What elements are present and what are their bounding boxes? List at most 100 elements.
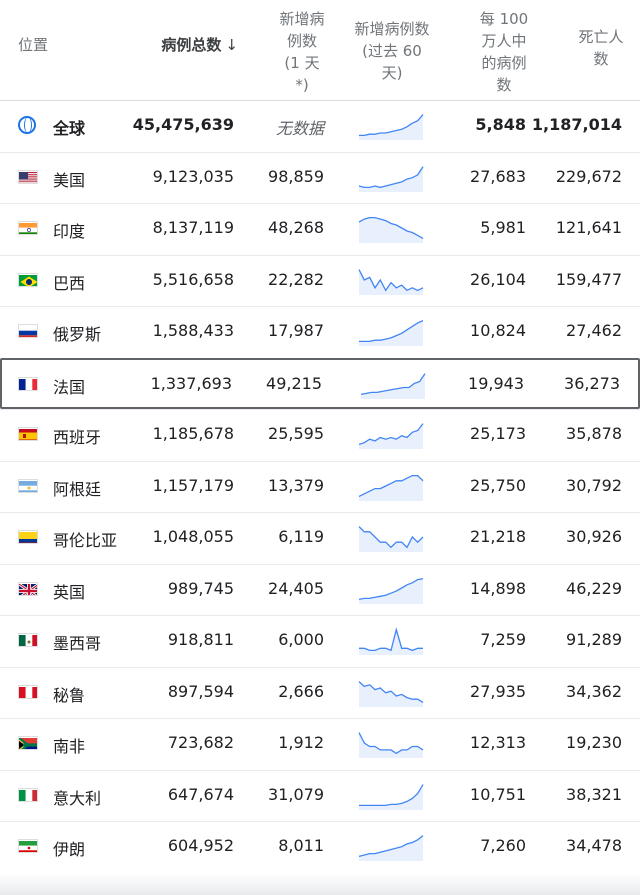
per-million-cell: 21,218 xyxy=(470,527,526,546)
italy-flag-icon xyxy=(18,787,38,802)
header-line: 数 xyxy=(496,76,512,94)
new-cases-column-header[interactable]: 新增病 例数 (1 天 *) xyxy=(274,8,330,96)
russia-flag-icon xyxy=(18,324,38,338)
header-line: 天) xyxy=(381,64,403,82)
deaths-cell: 159,477 xyxy=(555,269,622,289)
deaths-cell: 35,878 xyxy=(566,424,622,443)
deaths-cell: 34,478 xyxy=(566,836,622,855)
location-name: 全球 xyxy=(53,119,86,138)
total-cases-cell: 1,588,433 xyxy=(152,321,234,340)
location-name: 秘鲁 xyxy=(53,685,86,705)
us-flag-icon xyxy=(18,169,38,184)
new-cases-cell: 31,079 xyxy=(268,784,324,804)
table-row[interactable]: 巴西 5,516,658 22,282 26,104 159,477 xyxy=(0,254,640,306)
uk-flag-icon xyxy=(18,581,38,596)
mexico-flag-icon xyxy=(18,633,38,647)
total-cases-cell: 1,157,179 xyxy=(152,475,234,495)
sparkline-line xyxy=(358,474,424,497)
total-cases-cell: 8,137,119 xyxy=(152,218,234,237)
deaths-cell: 229,672 xyxy=(555,166,622,186)
per-million-cell: 12,313 xyxy=(470,733,526,752)
new-cases-cell: 无数据 xyxy=(275,119,324,138)
trend-sparkline xyxy=(360,372,426,399)
sparkline-area xyxy=(361,373,425,399)
total-cases-column-header[interactable]: 病例总数 ↓ xyxy=(130,34,238,56)
deaths-cell: 27,462 xyxy=(566,321,622,340)
total-cases-cell: 45,475,639 xyxy=(132,115,234,134)
sparkline-line xyxy=(359,783,424,806)
per-million-cell: 7,259 xyxy=(480,630,526,649)
sparkline-area xyxy=(359,217,423,243)
table-row[interactable]: 秘鲁 897,594 2,666 27,935 34,362 xyxy=(0,666,640,718)
sparkline-area xyxy=(359,732,423,758)
new-cases-cell: 8,011 xyxy=(278,836,324,855)
sparkline-line xyxy=(358,268,424,292)
deaths-cell: 36,273 xyxy=(564,373,620,393)
table-row[interactable]: 印度 8,137,119 48,268 5,981 121,641 xyxy=(0,203,640,254)
sparkline-line xyxy=(358,835,424,858)
trend-sparkline xyxy=(358,216,424,243)
sparkline-area xyxy=(359,681,423,707)
table-row[interactable]: 法国 1,337,693 49,215 19,943 36,273 xyxy=(0,357,640,409)
total-cases-cell: 9,123,035 xyxy=(152,166,234,186)
deaths-cell: 19,230 xyxy=(566,733,622,752)
total-cases-cell: 1,185,678 xyxy=(152,424,234,443)
table-row[interactable]: 墨西哥 918,811 6,000 7,259 91,289 xyxy=(0,615,640,666)
new-cases-cell: 24,405 xyxy=(268,578,324,598)
iran-flag-icon xyxy=(18,839,38,853)
sparkline-line xyxy=(358,423,424,446)
trend-sparkline xyxy=(358,165,424,192)
table-row[interactable]: 全球 45,475,639 无数据 5,848 1,187,014 xyxy=(0,100,640,151)
sparkline-line xyxy=(358,216,424,239)
per-million-column-header[interactable]: 每 100 万人中 的病例 数 xyxy=(476,8,532,96)
table-row[interactable]: 美国 9,123,035 98,859 27,683 229,672 xyxy=(0,151,640,203)
sparkline-line xyxy=(358,165,424,188)
location-name: 哥伦比亚 xyxy=(53,531,118,550)
header-line: 死亡人 xyxy=(578,28,624,46)
trend-sparkline xyxy=(358,835,424,861)
table-row[interactable]: 俄罗斯 1,588,433 17,987 10,824 27,462 xyxy=(0,306,640,357)
deaths-cell: 34,362 xyxy=(566,681,622,701)
header-line: 新增病例数 xyxy=(354,20,430,38)
total-cases-cell: 918,811 xyxy=(167,630,234,649)
new-cases-cell: 98,859 xyxy=(268,166,324,186)
sparkline-line xyxy=(359,320,424,343)
deaths-cell: 46,229 xyxy=(566,578,622,598)
trend-sparkline xyxy=(359,783,424,810)
new-cases-cell: 25,595 xyxy=(268,424,324,443)
location-column-header[interactable]: 位置 xyxy=(18,36,49,54)
sparkline-area xyxy=(359,835,423,861)
table-row[interactable]: 西班牙 1,185,678 25,595 25,173 35,878 xyxy=(0,409,640,460)
location-name: 阿根廷 xyxy=(53,479,102,499)
trend-sparkline xyxy=(358,577,424,604)
sparkline-line xyxy=(358,732,424,755)
per-million-cell: 10,751 xyxy=(470,784,526,804)
table-row[interactable]: 意大利 647,674 31,079 10,751 38,321 xyxy=(0,769,640,821)
table-row[interactable]: 哥伦比亚 1,048,055 6,119 21,218 30,926 xyxy=(0,512,640,563)
trend-sparkline xyxy=(358,423,424,449)
trend-sparkline xyxy=(359,627,423,655)
location-name: 俄罗斯 xyxy=(53,325,102,344)
brazil-flag-icon xyxy=(18,272,38,287)
peru-flag-icon xyxy=(18,684,38,699)
spain-flag-icon xyxy=(18,427,38,441)
per-million-cell: 25,750 xyxy=(470,475,526,495)
deaths-column-header[interactable]: 死亡人 数 xyxy=(576,26,626,70)
table-row[interactable]: 南非 723,682 1,912 12,313 19,230 xyxy=(0,718,640,769)
per-million-cell: 5,848 xyxy=(475,115,526,134)
per-million-cell: 10,824 xyxy=(470,321,526,340)
location-name: 伊朗 xyxy=(53,840,86,859)
table-row[interactable]: 伊朗 604,952 8,011 7,260 34,478 xyxy=(0,821,640,872)
sparkline-area xyxy=(359,320,423,346)
table-row[interactable]: 阿根廷 1,157,179 13,379 25,750 30,792 xyxy=(0,460,640,512)
sparkline-line xyxy=(359,627,423,652)
sparkline-line xyxy=(358,526,424,549)
colombia-flag-icon xyxy=(18,530,38,544)
total-cases-cell: 989,745 xyxy=(167,578,234,598)
trend-sparkline xyxy=(358,680,424,707)
sparkline-area xyxy=(359,166,423,192)
table-row[interactable]: 英国 989,745 24,405 14,898 46,229 xyxy=(0,563,640,615)
location-name: 巴西 xyxy=(53,273,86,293)
total-cases-cell: 604,952 xyxy=(167,836,234,855)
new-cases-cell: 2,666 xyxy=(278,681,324,701)
